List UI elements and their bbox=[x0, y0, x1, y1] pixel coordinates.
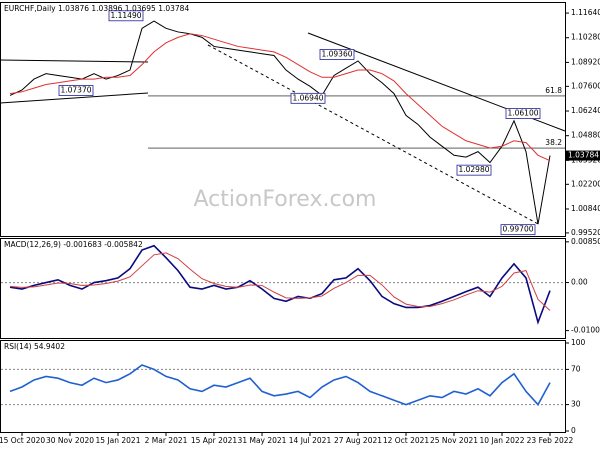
annotation-label: 1.11490 bbox=[110, 11, 141, 20]
annotation-label: 0.99700 bbox=[502, 225, 533, 234]
series-line bbox=[9, 244, 551, 325]
annotation-box bbox=[500, 224, 536, 236]
fib-label: 38.2 bbox=[545, 138, 562, 147]
y-tick-label: 1.07600 bbox=[571, 81, 600, 90]
annotation-box bbox=[319, 49, 355, 60]
watermark: ActionForex.com bbox=[194, 187, 377, 212]
series-line bbox=[9, 33, 551, 162]
annotation-label: 1.06100 bbox=[507, 109, 538, 118]
x-tick-label: 23 Feb 2022 bbox=[527, 436, 574, 445]
y-tick-label: 1.11640 bbox=[571, 8, 600, 17]
series-line bbox=[9, 20, 551, 225]
y-tick-label: 1.02200 bbox=[571, 179, 600, 188]
price-panel-frame bbox=[0, 2, 566, 237]
price-title: EURCHF,Daily 1.03876 1.03896 1.03695 1.0… bbox=[4, 4, 189, 13]
annotation-box bbox=[456, 164, 492, 176]
y-tick-label: 0 bbox=[571, 426, 576, 435]
x-tick-label: 2 Mar 2021 bbox=[145, 436, 188, 445]
x-tick-label: 15 Jan 2021 bbox=[96, 436, 141, 445]
y-tick-label: 0.00 bbox=[571, 278, 588, 287]
x-tick-label: 31 May 2021 bbox=[238, 436, 287, 445]
annotation-label: 1.07370 bbox=[60, 86, 91, 95]
x-tick-label: 25 Nov 2021 bbox=[430, 436, 478, 445]
annotation-box bbox=[505, 108, 541, 119]
rsi-panel-frame bbox=[0, 340, 566, 433]
annotation-box bbox=[290, 92, 326, 104]
x-tick-label: 15 Oct 2020 bbox=[0, 436, 45, 445]
y-tick-label: 0.99520 bbox=[571, 228, 600, 237]
x-tick-label: 15 Apr 2021 bbox=[191, 436, 238, 445]
y-tick-label: 30 bbox=[571, 400, 581, 409]
last-price-box bbox=[565, 150, 600, 161]
annotation-label: 1.06940 bbox=[292, 93, 323, 102]
trendline bbox=[0, 59, 149, 63]
trendline bbox=[0, 92, 149, 104]
fib-label: 61.8 bbox=[545, 86, 562, 95]
y-tick-label: 1.04880 bbox=[571, 131, 600, 140]
series-line bbox=[9, 364, 551, 406]
annotation-box bbox=[58, 85, 94, 96]
x-tick-label: 14 Jul 2021 bbox=[289, 436, 332, 445]
x-tick-label: 27 Aug 2021 bbox=[334, 436, 382, 445]
macd-panel-frame bbox=[0, 238, 566, 339]
y-tick-label: 70 bbox=[571, 364, 581, 373]
annotation-box bbox=[108, 10, 144, 22]
y-tick-label: 0.008507 bbox=[571, 237, 600, 246]
y-tick-label: 1.10280 bbox=[571, 33, 600, 42]
x-tick-label: 12 Oct 2021 bbox=[383, 436, 430, 445]
trendline bbox=[207, 44, 541, 226]
macd-title: MACD(12,26,9) -0.001683 -0.005842 bbox=[4, 240, 143, 249]
x-tick-label: 10 Jan 2022 bbox=[480, 436, 525, 445]
y-tick-label: 100 bbox=[571, 338, 586, 347]
y-tick-label: 1.00840 bbox=[571, 204, 600, 213]
y-tick-label: 1.06240 bbox=[571, 106, 600, 115]
series-line bbox=[9, 252, 551, 311]
rsi-title: RSI(14) 54.9402 bbox=[4, 342, 65, 351]
annotation-label: 1.02980 bbox=[458, 165, 489, 174]
last-price-label: 1.03784 bbox=[568, 151, 599, 160]
y-tick-label: -0.010034 bbox=[571, 326, 600, 335]
y-tick-label: 1.08920 bbox=[571, 57, 600, 66]
x-tick-label: 30 Nov 2020 bbox=[46, 436, 94, 445]
annotation-label: 1.09360 bbox=[321, 49, 352, 58]
